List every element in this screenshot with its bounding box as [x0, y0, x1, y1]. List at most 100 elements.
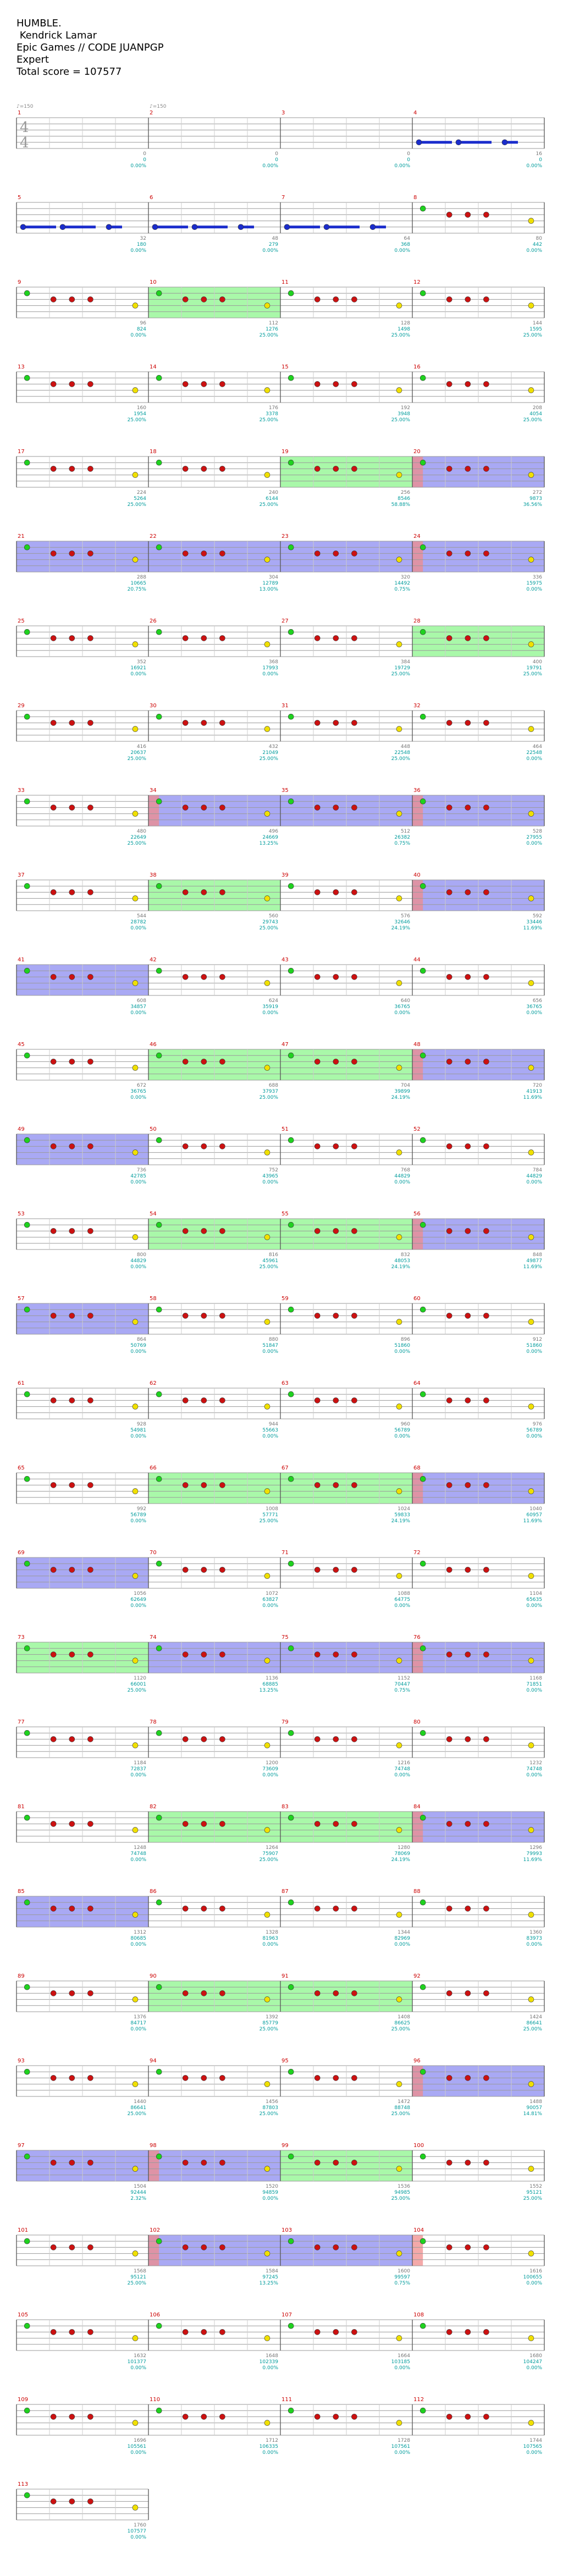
measure-percent: 0.00% [394, 1942, 410, 1947]
note-gem [483, 1059, 489, 1065]
staff-row: 61 928 54981 0.00% 62 944 55663 0.00% 63 960 56789… [0, 1373, 563, 1455]
note-gem [528, 2335, 534, 2341]
note-gem [420, 1984, 426, 1990]
measure-score: 29743 [262, 920, 278, 925]
measure-score: 92444 [130, 2190, 146, 2195]
note-gem [446, 2244, 452, 2250]
note-gem [201, 2329, 207, 2335]
tempo-marking: ♪=150 [16, 104, 34, 109]
measure-percent: 24.19% [391, 1518, 411, 1524]
measure-score: 10665 [130, 581, 146, 586]
measure-percent: 0.00% [262, 1434, 278, 1439]
measure-score: 36765 [394, 1004, 410, 1010]
measure-score: 43965 [262, 1174, 278, 1179]
note-gem [50, 1652, 57, 1658]
measure-number: 70 [150, 1550, 157, 1556]
note-gem [396, 1234, 402, 1240]
measure-score: 28782 [130, 920, 146, 925]
note-gem [219, 1143, 225, 1149]
note-gem [24, 375, 30, 381]
note-gem [420, 2153, 426, 2160]
note-gem [528, 1827, 534, 1833]
note-gem [288, 798, 294, 805]
note-gem [264, 2081, 271, 2087]
note-gem [50, 2075, 57, 2081]
note-gem [396, 2335, 402, 2341]
measure-score: 66001 [130, 1682, 146, 1687]
note-gem [156, 2407, 162, 2414]
note-gem [182, 720, 189, 726]
note-count: 1472 [398, 2099, 410, 2105]
note-gem [314, 1143, 321, 1149]
note-gem [87, 720, 93, 726]
note-gem [446, 1821, 452, 1827]
measure-percent: 0.75% [394, 841, 410, 846]
measure-score: 51860 [526, 1343, 542, 1348]
measure-score: 94985 [394, 2190, 410, 2195]
note-count: 1136 [266, 1676, 278, 1681]
note-count: 1744 [529, 2438, 542, 2443]
measure-score: 101377 [128, 2359, 146, 2365]
note-gem [132, 895, 139, 901]
note-count: 256 [401, 490, 410, 496]
note-gem [201, 466, 207, 472]
measure-number: 16 [413, 364, 421, 370]
note-count: 176 [269, 405, 278, 411]
note-gem [156, 2153, 162, 2160]
note-count: 864 [137, 1337, 146, 1342]
measure-percent: 13.00% [260, 587, 279, 592]
note-gem [446, 1906, 452, 1912]
note-gem [219, 1736, 225, 1742]
note-gem [182, 635, 189, 641]
measure-number: 106 [150, 2312, 160, 2318]
note-count: 288 [137, 575, 146, 580]
note-count: 944 [269, 1422, 278, 1427]
measure-number: 102 [150, 2227, 160, 2233]
note-gem [333, 1821, 339, 1827]
note-gem [87, 2160, 93, 2166]
measure-percent: 25.00% [260, 2111, 279, 2117]
note-gem [24, 2068, 30, 2075]
note-gem [288, 544, 294, 551]
measure-score: 83973 [526, 1936, 542, 1941]
note-gem [182, 2329, 189, 2335]
measure-score: 56789 [394, 1428, 410, 1433]
note-gem [50, 635, 57, 641]
measure-number: 41 [18, 957, 25, 963]
measure-percent: 14.81% [523, 2111, 543, 2117]
measure-number: 31 [282, 703, 289, 709]
note-gem [446, 466, 452, 472]
note-count: 1424 [529, 2014, 542, 2020]
note-gem [420, 1476, 426, 1482]
measure-number: 1 [18, 110, 21, 116]
note-count: 832 [401, 1252, 410, 1258]
note-gem [264, 1996, 271, 2002]
measure-score: 107565 [523, 2444, 542, 2450]
note-gem [483, 1652, 489, 1658]
measure-score: 44829 [394, 1174, 410, 1179]
measure-number: 93 [18, 2058, 25, 2064]
note-count: 1008 [266, 1506, 278, 1512]
note-count: 448 [401, 744, 410, 750]
measure-number: 61 [18, 1380, 25, 1386]
note-gem [201, 1652, 207, 1658]
measure-score: 62649 [130, 1597, 146, 1603]
measure-percent: 0.75% [394, 1688, 410, 1693]
note-gem [446, 1059, 452, 1065]
measure-score: 5264 [134, 496, 146, 502]
measure-score: 82969 [394, 1936, 410, 1941]
note-gem [420, 967, 426, 974]
measure-score: 88748 [394, 2105, 410, 2111]
note-gem [465, 2414, 471, 2420]
staff-svg: 57864507690.00%58880518470.00%5989651860… [16, 1296, 545, 1355]
note-gem [333, 635, 339, 641]
measure-score: 0 [539, 157, 542, 163]
note-gem [182, 2160, 189, 2166]
note-gem [465, 1736, 471, 1742]
note-gem [24, 1730, 30, 1736]
measure-percent: 11.69% [523, 1518, 543, 1524]
note-gem [24, 713, 30, 720]
note-gem [24, 967, 30, 974]
note-gem [483, 974, 489, 980]
note-gem [396, 1912, 402, 1918]
